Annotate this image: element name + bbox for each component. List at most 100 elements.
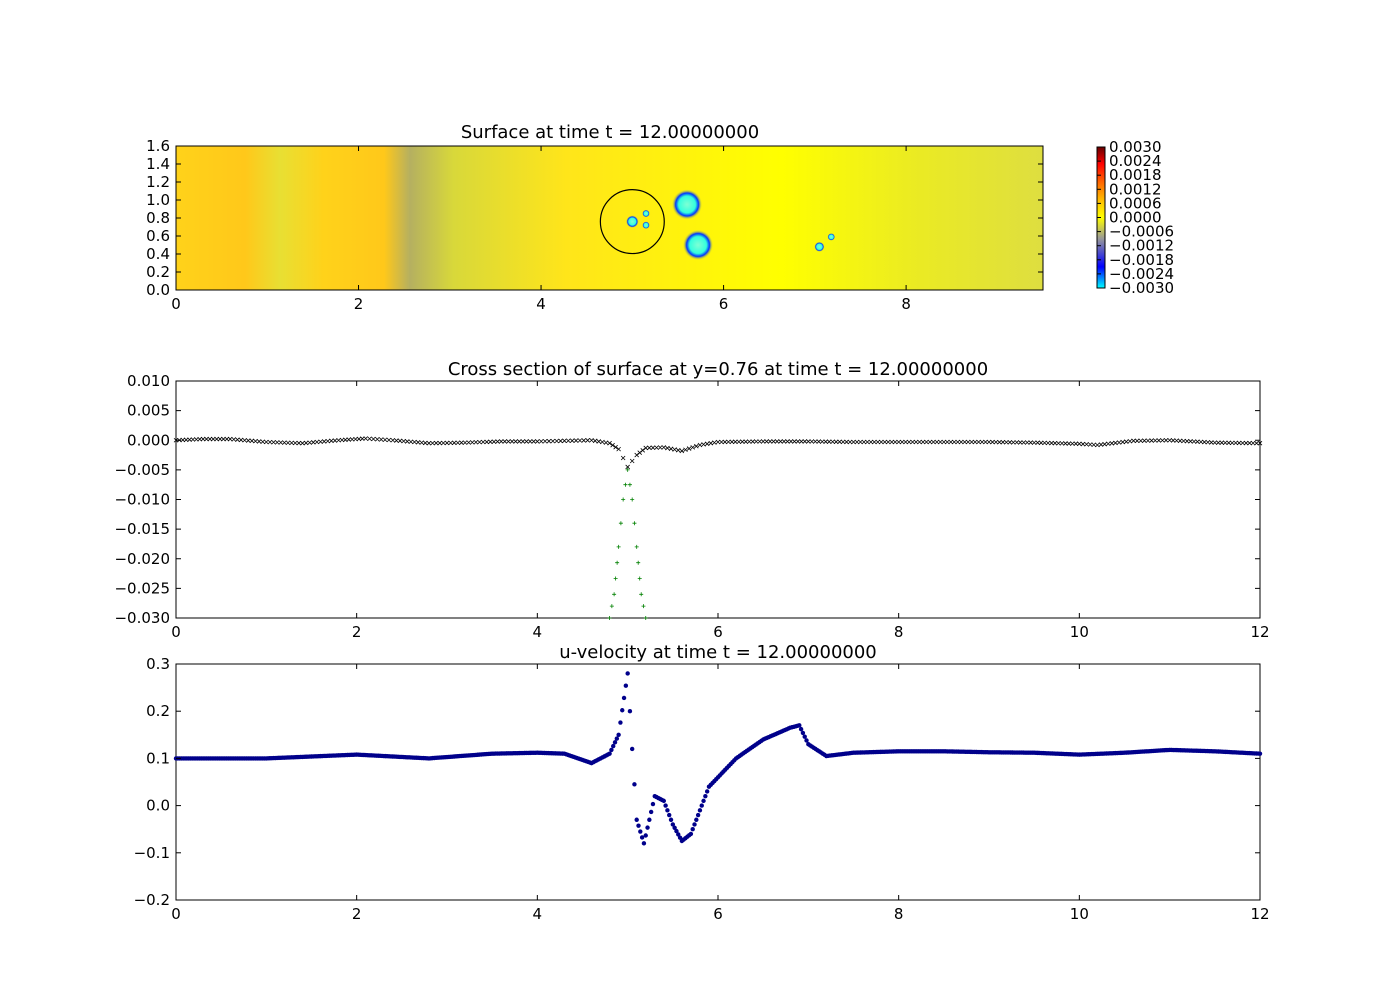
cross-marker [466, 440, 471, 445]
cross-marker [566, 438, 571, 444]
dot-marker [650, 801, 656, 807]
cross-marker [419, 440, 424, 445]
cross-section-y-axis: 0.010 0.005 0.000 −0.005 −0.010 −0.015 −0.020 −… [114, 372, 1260, 627]
cross-marker [325, 438, 331, 444]
cross-marker [221, 436, 226, 442]
cross-marker [441, 440, 446, 446]
cross-marker [1004, 439, 1009, 445]
cross-marker [1188, 439, 1193, 444]
cross-marker [1229, 440, 1235, 446]
cross-marker [917, 439, 922, 445]
cross-marker [1087, 442, 1093, 447]
cross-marker [672, 447, 677, 452]
cross-marker [311, 440, 316, 445]
cross-marker [1049, 440, 1054, 446]
cross-marker [224, 436, 230, 442]
cross-marker [390, 437, 396, 443]
dot-marker [676, 832, 681, 837]
cross-marker [945, 439, 950, 445]
cross-marker [1257, 440, 1263, 446]
cross-marker [1021, 440, 1027, 445]
cross-marker [1127, 438, 1133, 444]
cross-marker [1142, 438, 1147, 443]
dot-marker [621, 695, 627, 701]
cross-marker [872, 439, 877, 445]
y-tick-label: 0.6 [146, 227, 170, 245]
cross-marker [851, 439, 856, 445]
cross-marker [920, 439, 926, 445]
cross-marker [986, 439, 992, 445]
cross-marker [245, 438, 251, 443]
dot-marker [632, 782, 637, 787]
cross-marker [318, 439, 323, 445]
cross-marker [1156, 438, 1162, 443]
cross-marker [697, 442, 703, 448]
cross-marker [861, 439, 867, 445]
cross-marker [726, 439, 731, 445]
x-tick-label: 0 [171, 623, 181, 641]
cross-marker [983, 439, 988, 445]
plus-marker [616, 544, 621, 549]
cross-marker [488, 439, 493, 445]
x-tick-label: 4 [536, 295, 546, 313]
cross-marker [1219, 440, 1225, 445]
cross-marker [757, 439, 762, 444]
cross-marker [1120, 439, 1125, 445]
dot-marker [670, 822, 676, 827]
cross-marker [657, 445, 663, 450]
cross-marker [1098, 442, 1104, 447]
cross-marker [1052, 440, 1058, 446]
cross-marker [462, 440, 468, 445]
colorbar-label: −0.0030 [1109, 279, 1174, 297]
colorbar-label: 0.0006 [1109, 194, 1162, 212]
y-tick-label: −0.005 [114, 461, 170, 479]
cross-marker [1131, 438, 1136, 444]
cross-marker [274, 440, 280, 445]
cross-marker [1077, 441, 1082, 447]
cross-marker [819, 439, 825, 444]
colorbar-label: −0.0018 [1109, 251, 1174, 269]
cross-marker [527, 439, 533, 444]
cross-marker [809, 439, 815, 444]
cross-marker [1113, 440, 1118, 446]
cross-marker [423, 440, 428, 446]
x-tick-label: 0 [171, 295, 181, 313]
surface-depression [814, 241, 825, 252]
cross-marker [962, 439, 967, 445]
cross-marker [214, 436, 219, 442]
dot-marker [611, 743, 616, 749]
surface-heatmap-panel: Surface at time t = 12.00000000 0 2 4 6 8 0.… [146, 122, 1174, 313]
colorbar: 0.00300.00240.00180.00120.00060.0000−0.0… [1096, 138, 1174, 297]
cross-marker [404, 439, 410, 444]
cross-marker [906, 439, 912, 445]
cross-marker [1134, 438, 1140, 444]
cross-marker [397, 438, 403, 444]
cross-marker [647, 445, 652, 451]
cross-marker [1084, 441, 1089, 447]
cross-marker [934, 439, 940, 445]
heatmap-title: Surface at time t = 12.00000000 [461, 122, 759, 143]
cross-marker [733, 439, 738, 445]
cross-marker [197, 436, 202, 442]
cross-marker [634, 452, 639, 458]
x-tick-label: 8 [894, 905, 904, 923]
cross-marker [292, 440, 298, 446]
cross-marker [562, 438, 567, 444]
surface-depression [642, 209, 650, 218]
plus-marker [625, 467, 630, 472]
y-tick-label: 0.005 [127, 402, 170, 420]
dot-marker [703, 793, 708, 799]
cross-marker [979, 439, 985, 445]
dot-marker [618, 720, 623, 725]
cross-marker [1250, 440, 1256, 446]
x-tick-label: 4 [533, 905, 543, 923]
x-tick-label: 6 [713, 905, 723, 923]
cross-marker [938, 439, 943, 445]
plus-marker [641, 604, 646, 609]
cross-marker [1038, 440, 1044, 446]
dot-marker [701, 798, 706, 804]
cross-marker [620, 455, 626, 461]
cross-marker [896, 439, 901, 445]
colorbar-label: −0.0024 [1109, 265, 1174, 283]
cross-marker [654, 445, 659, 450]
